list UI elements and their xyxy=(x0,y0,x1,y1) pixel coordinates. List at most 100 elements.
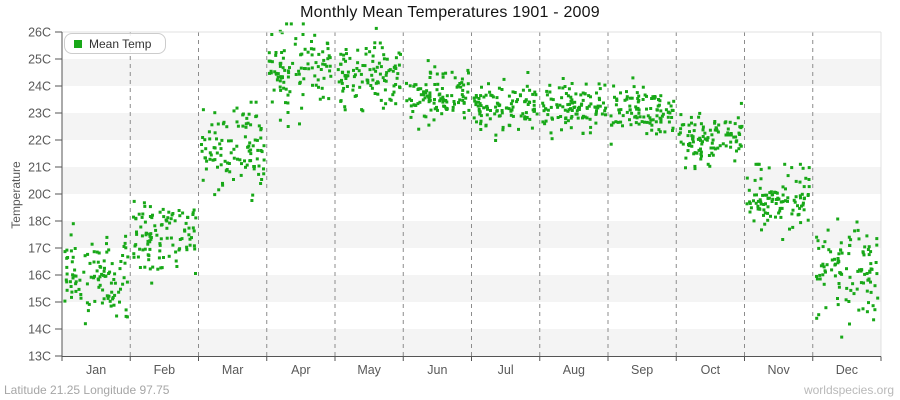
data-point xyxy=(534,93,538,97)
data-point xyxy=(288,66,291,70)
data-point xyxy=(524,98,528,102)
data-point xyxy=(353,94,357,98)
data-point xyxy=(419,93,423,97)
data-point xyxy=(102,297,106,301)
data-point xyxy=(474,94,478,97)
data-point xyxy=(762,213,765,217)
data-point xyxy=(758,198,762,202)
data-point xyxy=(495,109,499,113)
data-point xyxy=(303,67,307,71)
data-point xyxy=(650,97,654,100)
data-point xyxy=(370,86,374,90)
data-point xyxy=(391,93,395,97)
data-point xyxy=(561,105,565,109)
data-point xyxy=(78,278,82,282)
data-point xyxy=(156,267,160,271)
data-point xyxy=(757,162,761,166)
data-point xyxy=(566,119,570,123)
data-point xyxy=(822,282,826,286)
data-point xyxy=(259,182,263,185)
data-point xyxy=(460,93,464,97)
data-point xyxy=(840,272,844,276)
data-point xyxy=(385,57,389,61)
data-point xyxy=(837,285,841,289)
data-point xyxy=(693,167,697,171)
data-point xyxy=(135,230,138,234)
data-point xyxy=(72,274,76,278)
data-point xyxy=(619,91,622,95)
data-point xyxy=(436,82,440,86)
data-point xyxy=(874,261,878,264)
data-point xyxy=(869,250,873,254)
data-point xyxy=(457,101,460,105)
data-point xyxy=(310,40,313,43)
data-point xyxy=(343,108,347,112)
data-point xyxy=(661,112,665,116)
data-point xyxy=(426,59,430,63)
data-point xyxy=(298,122,301,126)
data-point xyxy=(583,92,587,96)
data-point xyxy=(444,71,448,75)
data-point xyxy=(498,114,502,118)
data-point xyxy=(213,111,217,115)
data-point xyxy=(541,120,545,124)
data-point xyxy=(227,162,231,165)
data-point xyxy=(294,37,298,41)
data-point xyxy=(792,198,796,202)
data-point xyxy=(262,158,266,162)
data-point xyxy=(250,199,254,202)
data-point xyxy=(548,83,552,87)
data-point xyxy=(108,270,112,274)
data-point xyxy=(394,67,398,70)
data-point xyxy=(755,193,758,197)
data-point xyxy=(511,114,515,118)
data-point xyxy=(337,80,341,84)
y-tick-label: 16C xyxy=(28,269,51,283)
data-point xyxy=(695,151,699,155)
data-point xyxy=(697,115,701,119)
data-point xyxy=(219,163,223,167)
data-point xyxy=(693,123,697,127)
data-point xyxy=(314,61,318,65)
data-point xyxy=(737,147,741,151)
data-point xyxy=(418,100,422,104)
data-point xyxy=(174,250,178,254)
data-point xyxy=(488,90,492,94)
data-point xyxy=(284,87,288,91)
data-point xyxy=(191,211,195,215)
data-point xyxy=(645,94,648,98)
data-point xyxy=(419,87,423,91)
data-point xyxy=(563,85,567,88)
data-point xyxy=(412,84,416,88)
data-point xyxy=(270,100,274,104)
data-point xyxy=(587,94,591,98)
data-point xyxy=(185,245,189,249)
data-point xyxy=(123,261,127,265)
data-point xyxy=(867,245,871,249)
data-point xyxy=(801,201,805,205)
data-point xyxy=(460,81,464,85)
data-point xyxy=(158,243,162,247)
data-point xyxy=(659,94,663,98)
data-point xyxy=(822,265,826,269)
data-point xyxy=(327,54,331,58)
data-point xyxy=(462,83,466,87)
data-point xyxy=(370,73,374,77)
data-point xyxy=(343,74,347,78)
data-point xyxy=(375,65,379,69)
data-point xyxy=(781,238,785,241)
data-point xyxy=(788,227,791,231)
data-point xyxy=(818,273,822,277)
data-point xyxy=(282,86,286,90)
data-point xyxy=(600,112,604,116)
data-point xyxy=(150,216,154,220)
data-point xyxy=(500,88,504,91)
data-point xyxy=(74,282,78,286)
data-point xyxy=(115,314,119,318)
data-point xyxy=(65,248,69,252)
data-point xyxy=(686,149,690,153)
data-point xyxy=(485,105,488,109)
data-point xyxy=(278,85,282,89)
